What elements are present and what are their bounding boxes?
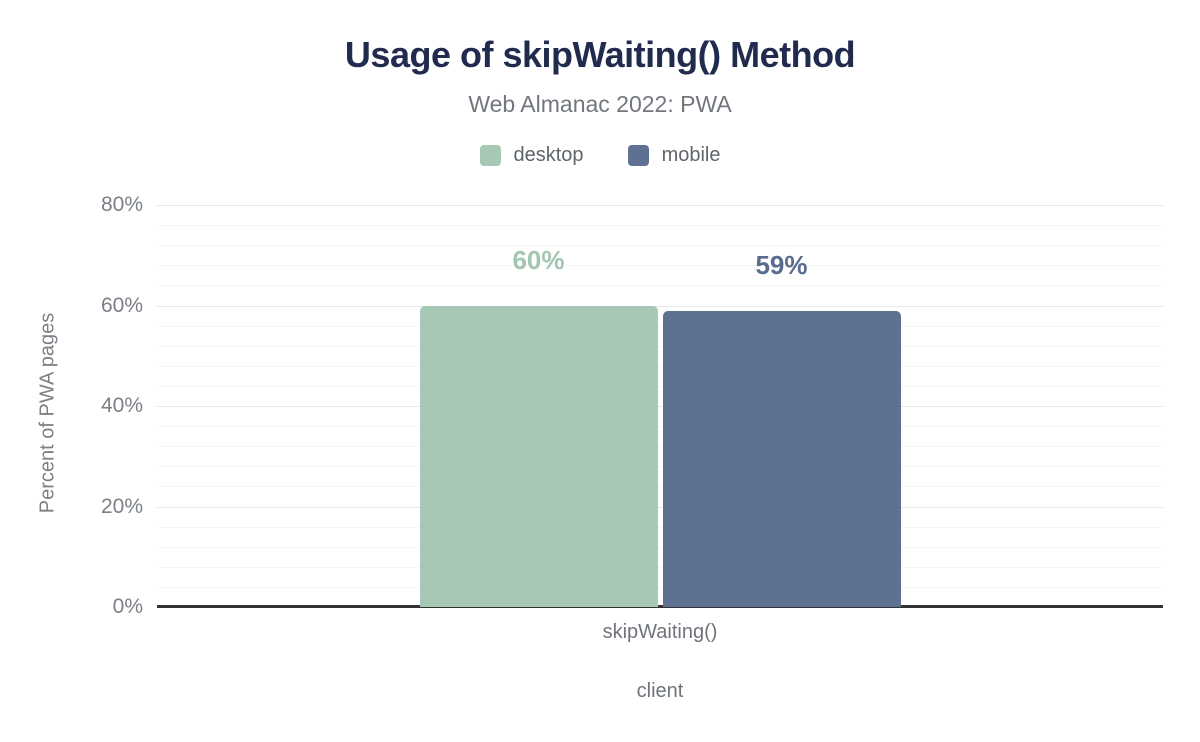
gridline-minor	[157, 366, 1163, 367]
gridline-minor	[157, 527, 1163, 528]
y-tick-label: 60%	[100, 294, 143, 317]
x-tick-label: skipWaiting()	[602, 621, 718, 643]
legend-label-mobile: mobile	[661, 144, 721, 166]
legend-item-mobile[interactable]: mobile	[627, 144, 721, 167]
y-tick-label: 40%	[100, 394, 143, 417]
chart-subtitle: Web Almanac 2022: PWA	[468, 91, 732, 117]
chart-title: Usage of skipWaiting() Method	[344, 34, 856, 75]
legend-item-desktop[interactable]: desktop	[479, 144, 584, 167]
desktop-swatch-icon	[479, 145, 501, 166]
bar-desktop[interactable]	[419, 305, 658, 607]
value-label-mobile: 59%	[755, 249, 808, 280]
gridline-minor	[157, 587, 1163, 588]
gridline-minor	[157, 326, 1163, 327]
value-label-desktop: 60%	[512, 244, 565, 275]
gridline-minor	[157, 245, 1163, 246]
legend-label-desktop: desktop	[513, 144, 584, 166]
gridline-minor	[157, 386, 1163, 387]
x-axis-line	[157, 605, 1163, 608]
legend: desktop mobile	[0, 144, 1200, 167]
mobile-swatch-icon	[627, 145, 649, 166]
gridline-minor	[157, 426, 1163, 427]
y-tick-label: 80%	[100, 193, 143, 216]
x-axis-title: client	[636, 680, 684, 702]
gridline-major	[157, 306, 1163, 307]
gridline-major	[157, 205, 1163, 206]
gridline-minor	[157, 225, 1163, 226]
y-tick-label: 0%	[112, 595, 143, 618]
gridline-minor	[157, 446, 1163, 447]
gridline-minor	[157, 547, 1163, 548]
gridline-major	[157, 406, 1163, 407]
gridline-minor	[157, 346, 1163, 347]
gridline-minor	[157, 285, 1163, 286]
gridline-minor	[157, 486, 1163, 487]
gridline-minor	[157, 567, 1163, 568]
gridline-minor	[157, 265, 1163, 266]
gridline-minor	[157, 466, 1163, 467]
gridline-major	[157, 507, 1163, 508]
y-tick-label: 20%	[100, 495, 143, 518]
bar-mobile[interactable]	[662, 310, 901, 607]
